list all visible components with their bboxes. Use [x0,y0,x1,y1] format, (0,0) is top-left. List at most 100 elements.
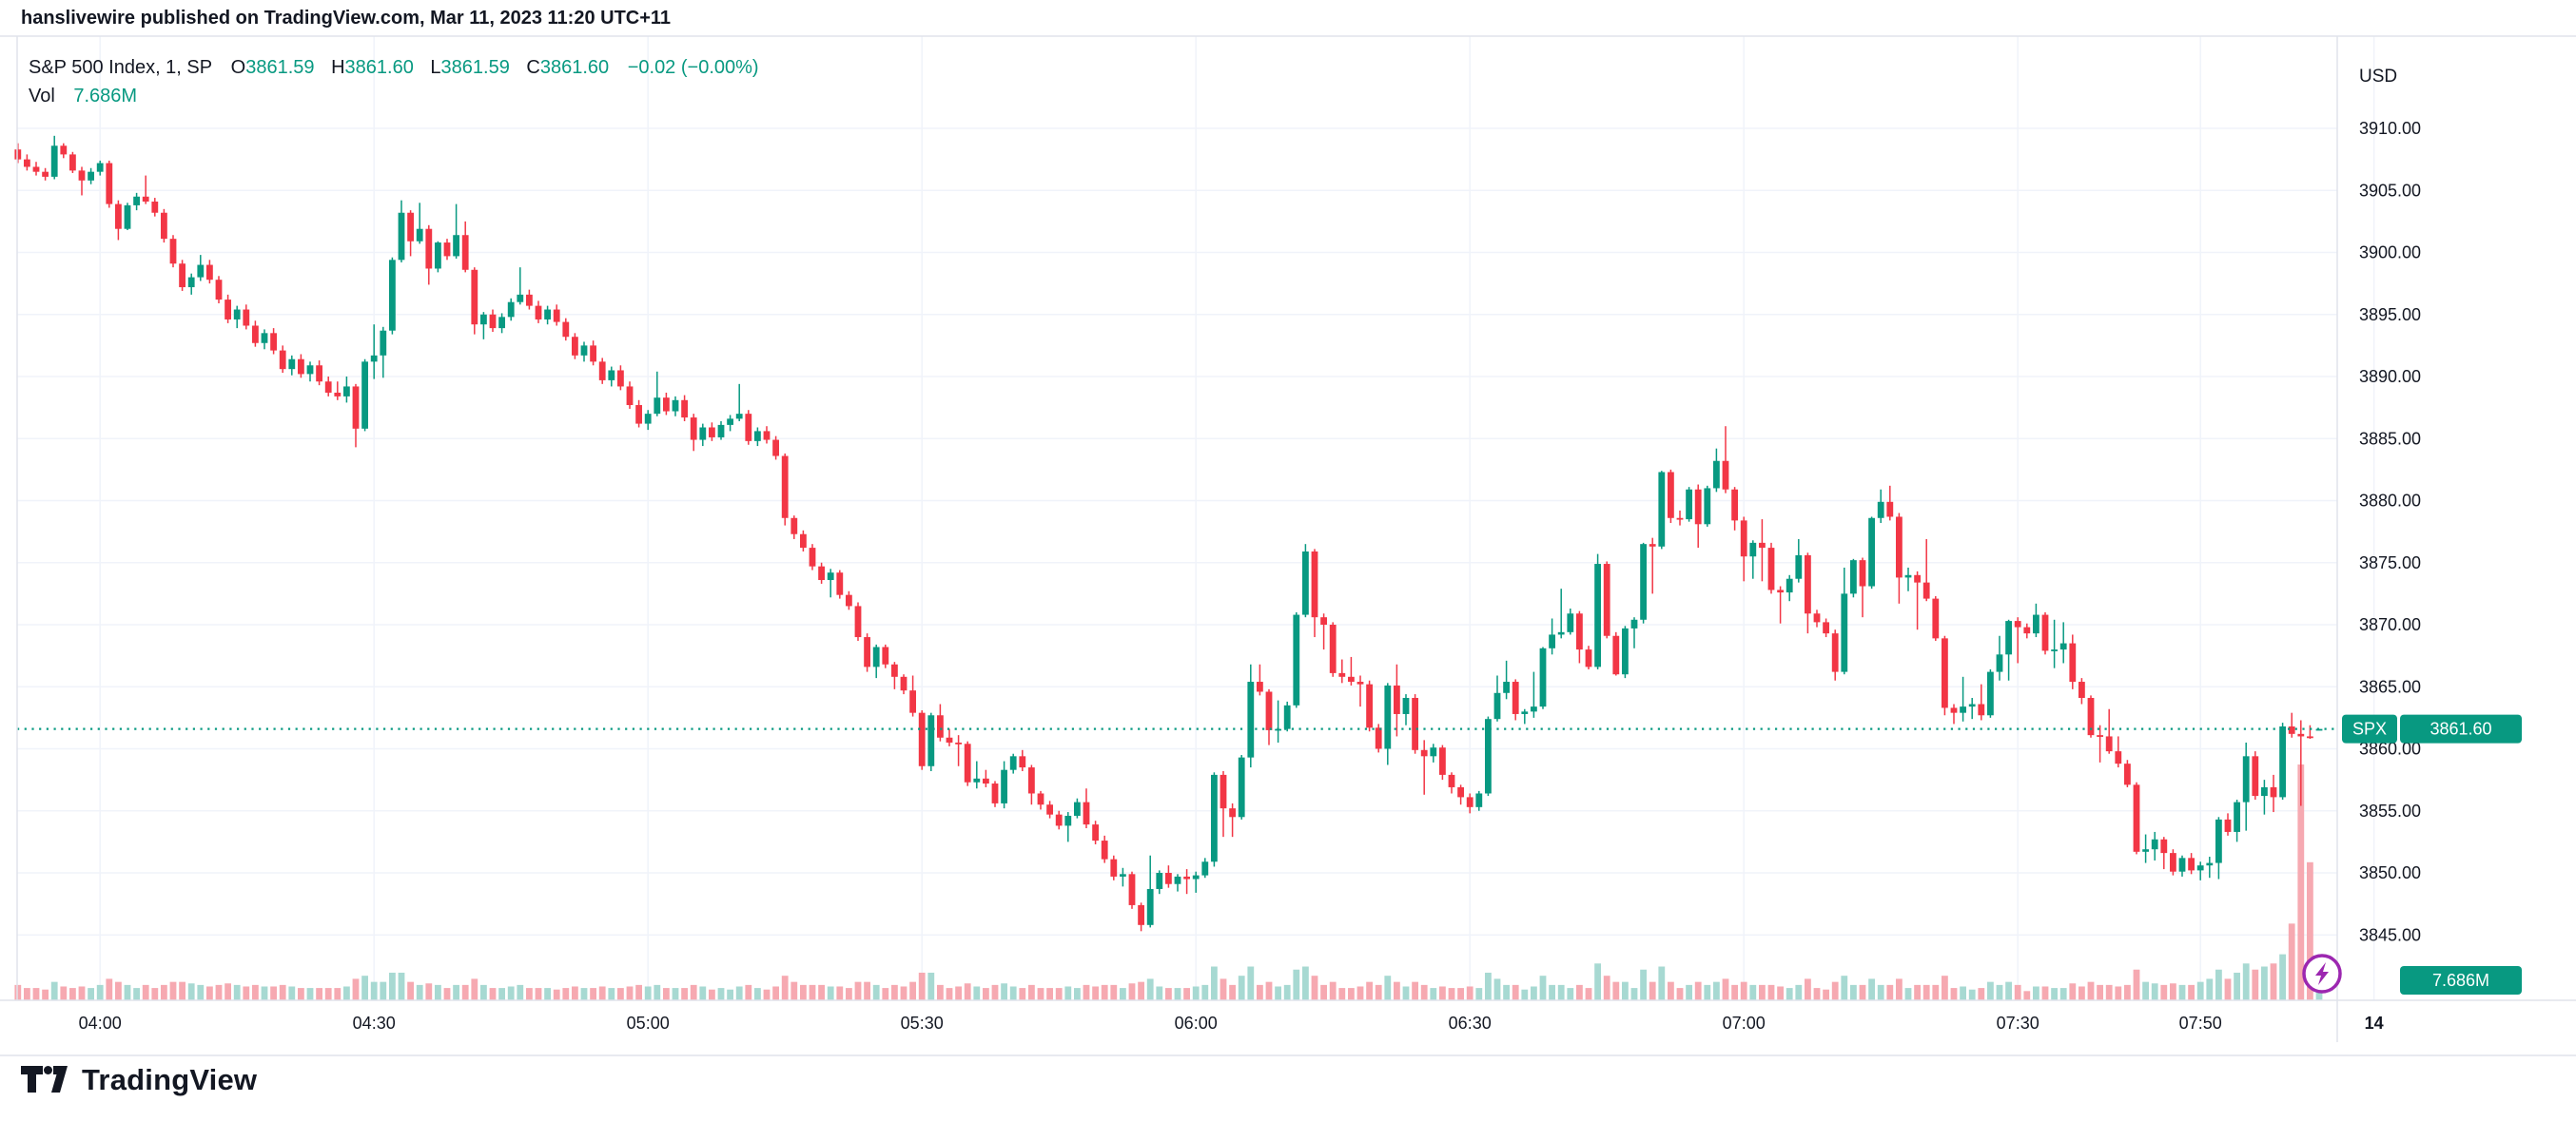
candle-body [1786,578,1793,593]
candle-body [690,417,697,440]
price-tick-label: 3850.00 [2359,863,2421,882]
volume-bar [872,984,880,1000]
candle-body [535,305,542,319]
candle-body [1302,551,1309,615]
volume-bar [1448,988,1455,1000]
symbol-description[interactable]: S&P 500 Index, 1, SP [29,57,213,78]
candle-body [1950,707,1958,713]
candle-body [1942,638,1948,708]
candle-body [1686,489,1692,520]
volume-bar [927,972,935,1000]
volume-value: 7.686M [73,86,138,106]
candle-body [1978,704,1985,716]
candle-body [243,309,250,326]
candle-body [1430,747,1437,757]
volume-bar [78,986,86,1000]
candle-body [1594,564,1601,667]
volume-bar [161,984,167,1000]
open-value: O3861.59 [230,57,315,78]
volume-bar [1110,984,1118,1000]
volume-bar [1101,984,1108,1000]
candle-body [1640,544,1647,620]
volume-bar [370,981,378,1000]
candle-body [1192,875,1200,880]
candle-body [1229,808,1236,818]
volume-bar [2196,981,2204,1000]
candle-body [370,355,378,362]
volume-bar [2315,991,2323,1000]
candle-body [1886,501,1894,517]
candle-body [654,397,661,415]
volume-bar [261,986,268,1000]
candle-body [2041,614,2049,651]
volume-bar [2014,984,2021,1000]
volume-bar [1841,976,1848,1000]
change-value: −0.02 (−0.00%) [627,57,759,78]
candle-body [1448,774,1455,787]
candle-body [298,358,304,375]
volume-bar [983,988,989,1000]
candle-body [2023,627,2031,634]
candle-body [1120,874,1126,877]
volume-bar [1594,963,1601,1000]
candle-body [663,397,670,412]
candle-body [836,572,844,595]
candle-body [1283,705,1291,729]
candle-body [435,242,441,269]
candle-body [1412,697,1418,750]
candle-body [1420,749,1428,757]
volume-bar [1539,976,1547,1000]
volume-bar [2160,984,2168,1000]
candle-body [1831,633,1839,672]
volume-bar [461,984,469,1000]
volume-bar [2178,984,2186,1000]
volume-bar [1257,984,1263,1000]
candle-body [1165,873,1172,884]
volume-bar [900,986,907,1000]
volume-bar [2215,969,2222,1000]
candle-body [1247,682,1255,758]
volume-bar [1001,983,1007,1000]
volume-bar [2188,984,2195,1000]
candle-body [672,399,679,412]
candle-body [1539,648,1547,707]
tradingview-logo-icon[interactable] [21,1066,68,1094]
volume-bar [1694,981,1702,1000]
candle-body [69,154,76,171]
volume-bar [306,988,314,1000]
candle-body [1777,590,1784,593]
candle-body [1759,542,1766,549]
candle-body [416,228,423,242]
candle-body [1694,489,1702,525]
volume-bar [1549,984,1555,1000]
volume-bar [1740,981,1747,1000]
candle-body [1914,574,1921,583]
candle-body [1549,634,1555,648]
volume-bar [169,981,177,1000]
volume-bar [836,986,844,1000]
symbol-badge-text: SPX [2352,720,2387,739]
volume-bar [590,988,596,1000]
volume-bar [517,984,524,1000]
volume-bar [937,984,944,1000]
candle-body [407,212,414,242]
volume-bar [324,988,332,1000]
candle-body [498,317,505,329]
candle-body [1220,774,1227,809]
candle-body [1146,888,1154,925]
volume-bar [1138,981,1144,1000]
candle-body [507,301,515,318]
candle-body [1028,767,1035,794]
time-label: 05:00 [627,1014,670,1033]
volume-bar [1265,981,1273,1000]
volume-bar [1640,969,1647,1000]
candle-body [1630,619,1638,629]
volume-bar [745,984,752,1000]
candle-body [453,235,459,257]
candle-body [461,235,469,270]
volume-bar [1868,978,1875,1000]
volume-bar [1211,966,1218,1000]
candle-body [553,309,560,322]
tradingview-wordmark[interactable]: TradingView [82,1063,258,1096]
